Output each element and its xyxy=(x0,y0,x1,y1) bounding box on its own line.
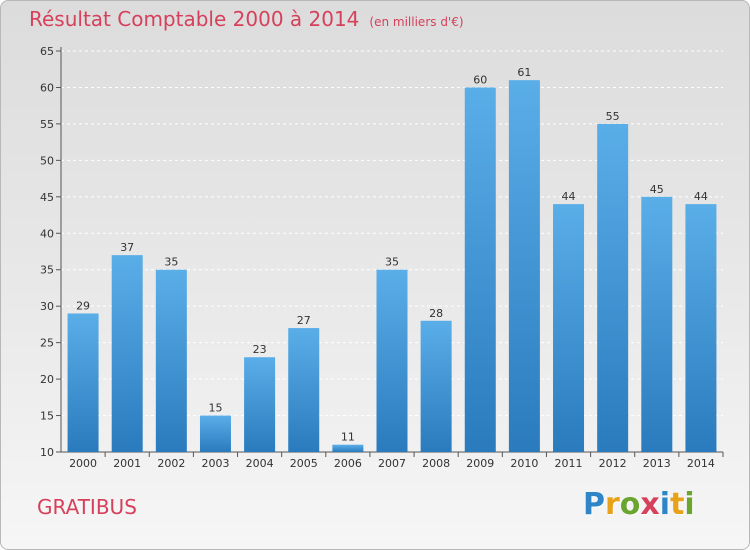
x-tick-label-2000: 2000 xyxy=(69,457,97,470)
y-tick-label: 10 xyxy=(40,446,54,459)
logo-letter: i xyxy=(684,487,695,522)
bar-2011[interactable] xyxy=(553,204,585,452)
bar-2010[interactable] xyxy=(508,80,540,452)
data-label-2008: 28 xyxy=(429,307,443,320)
bar-2014[interactable] xyxy=(685,204,717,452)
chart-title-text: Résultat Comptable 2000 à 2014 xyxy=(29,7,360,31)
bar-2013[interactable] xyxy=(641,196,673,452)
x-tick-label-2012: 2012 xyxy=(599,457,627,470)
bar-2000[interactable] xyxy=(67,313,99,452)
logo-letter: t xyxy=(670,487,685,522)
x-tick-label-2010: 2010 xyxy=(510,457,538,470)
bar-2005[interactable] xyxy=(288,328,320,452)
bar-2002[interactable] xyxy=(155,269,187,452)
data-label-2005: 27 xyxy=(297,314,311,327)
data-label-2013: 45 xyxy=(650,183,664,196)
data-label-2009: 60 xyxy=(473,73,487,86)
y-tick-label: 65 xyxy=(40,45,54,58)
x-tick-label-2004: 2004 xyxy=(246,457,274,470)
y-tick-label: 20 xyxy=(40,373,54,386)
y-tick-label: 60 xyxy=(40,81,54,94)
labels: 29 2000 37 2001 35 2002 15 2003 23 2004 27 2005 11 20… xyxy=(69,66,715,470)
x-tick-label-2011: 2011 xyxy=(555,457,583,470)
data-label-2007: 35 xyxy=(385,256,399,269)
bar-2007[interactable] xyxy=(376,269,408,452)
bar-2003[interactable] xyxy=(199,415,231,452)
bars xyxy=(67,80,717,453)
chart-title: Résultat Comptable 2000 à 2014 (en millie… xyxy=(29,7,464,31)
x-tick-label-2007: 2007 xyxy=(378,457,406,470)
bar-2006[interactable] xyxy=(332,444,364,452)
data-label-2003: 15 xyxy=(208,402,222,415)
data-label-2000: 29 xyxy=(76,299,90,312)
data-label-2006: 11 xyxy=(341,431,355,444)
logo-letter: o xyxy=(619,487,641,522)
town-name: GRATIBUS xyxy=(37,495,137,519)
bar-2001[interactable] xyxy=(111,255,143,452)
data-label-2004: 23 xyxy=(253,343,267,356)
x-tick-label-2003: 2003 xyxy=(201,457,229,470)
y-tick-label: 40 xyxy=(40,227,54,240)
x-tick-label-2002: 2002 xyxy=(157,457,185,470)
x-tick-label-2006: 2006 xyxy=(334,457,362,470)
y-tick-label: 35 xyxy=(40,264,54,277)
logo-letter: x xyxy=(640,487,660,522)
x-tick-label-2008: 2008 xyxy=(422,457,450,470)
y-tick-label: 55 xyxy=(40,118,54,131)
chart-subtitle: (en milliers d'€) xyxy=(369,15,464,29)
logo-letter: r xyxy=(605,487,620,522)
y-tick-label: 15 xyxy=(40,410,54,423)
bar-2012[interactable] xyxy=(597,123,629,452)
x-tick-label-2013: 2013 xyxy=(643,457,671,470)
data-label-2002: 35 xyxy=(164,256,178,269)
x-tick-label-2005: 2005 xyxy=(290,457,318,470)
data-label-2010: 61 xyxy=(517,66,531,79)
x-tick-label-2009: 2009 xyxy=(466,457,494,470)
proxiti-logo[interactable]: Proxiti xyxy=(583,487,695,522)
y-tick-label: 25 xyxy=(40,337,54,350)
logo-letter: i xyxy=(659,487,671,522)
data-label-2012: 55 xyxy=(606,110,620,123)
logo-letter: P xyxy=(583,487,605,522)
x-tick-label-2001: 2001 xyxy=(113,457,141,470)
x-tick-label-2014: 2014 xyxy=(687,457,715,470)
y-tick-label: 50 xyxy=(40,154,54,167)
data-label-2001: 37 xyxy=(120,241,134,254)
data-label-2014: 44 xyxy=(694,190,708,203)
bar-2009[interactable] xyxy=(464,87,496,453)
data-label-2011: 44 xyxy=(562,190,576,203)
y-tick-label: 30 xyxy=(40,300,54,313)
bar-2008[interactable] xyxy=(420,320,452,452)
y-tick-label: 45 xyxy=(40,191,54,204)
bar-2004[interactable] xyxy=(244,357,276,452)
